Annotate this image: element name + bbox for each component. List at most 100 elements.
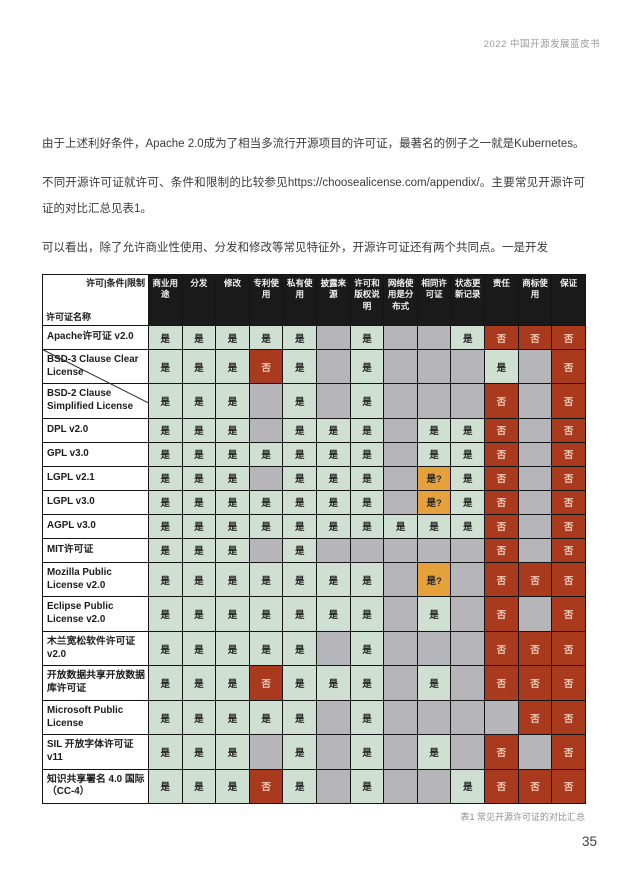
column-header-13: 保证 [551,274,586,326]
table-cell: 是 [215,441,250,467]
table-cell: 否 [484,596,519,632]
table-row: BSD-3 Clause Clear License 是是是否是是是否 [42,348,586,385]
table-cell: 否 [551,441,586,467]
table-cell: 是 [181,596,217,632]
table-cell: 是 [450,768,486,805]
license-name: Mozilla Public License v2.0 [42,561,149,598]
table-cell [517,537,553,563]
table-cell: 否 [517,665,553,701]
table-cell [383,768,418,805]
license-name: SIL 开放字体许可证 v11 [42,734,149,770]
table-row: DPL v2.0 是是是是是是是是否否 [42,417,586,443]
table-cell [416,768,452,805]
table-cell [517,383,553,419]
table-cell: 是 [450,417,486,443]
table-cell: 是 [349,383,385,419]
table-cell: 是 [148,348,183,385]
table-cell: 是 [316,596,351,632]
table-cell: 是 [349,699,385,736]
table-cell: 是 [316,489,351,515]
table-cell: 是 [349,489,385,515]
table-cell: 是 [349,417,385,443]
table-row: LGPL v3.0 是是是是是是是是? 是否否 [42,489,586,515]
table-cell: 否 [551,630,586,667]
table-cell: 否 [517,630,553,667]
table-cell: 是 [215,489,250,515]
table-cell: 是 [215,348,250,385]
table-cell: 是 [215,561,250,598]
paragraph-3: 可以看出，除了允许商业性使用、分发和修改等常见特征外，开源许可证还有两个共同点。… [42,242,548,254]
table-cell: 是 [181,665,217,701]
page-header-title: 2022 中国开源发展蓝皮书 [483,39,600,50]
table-cell: 是 [148,734,183,770]
license-name: Apache许可证 v2.0 [42,325,149,350]
table-cell: 是 [282,383,318,419]
table-cell: 是? [416,489,452,515]
table-row: GPL v3.0 是是是是是是是是是否否 [42,441,586,467]
table-cell [316,768,351,805]
table-cell: 是 [215,417,250,443]
table-cell: 否 [248,768,284,805]
license-name: LGPL v3.0 [42,489,149,515]
table-cell: 是 [349,561,385,598]
table-cell: 是 [349,734,385,770]
table-cell: 否 [517,768,553,805]
table-cell [383,383,418,419]
table-cell: 是 [148,417,183,443]
table-cell [248,734,284,770]
table-row: 知识共享署名 4.0 国际（CC-4）是是是否是是是否否否 [42,768,586,805]
table-cell [383,441,418,467]
table-cell: 是 [282,734,318,770]
table-row: 开放数据共享开放数据库许可证是是是否是是是是否否否 [42,665,586,701]
table-cell: 是 [349,348,385,385]
table-cell: 是 [450,325,486,350]
table-cell [450,699,486,736]
table-cell [316,734,351,770]
table-cell: 是 [181,734,217,770]
table-cell: 是 [148,465,183,491]
table-row: MIT许可证是是是是否否 [42,537,586,563]
table-cell: 是 [316,561,351,598]
table-cell: 是 [383,513,418,539]
table-cell: 是 [148,325,183,350]
table-cell: 否 [248,665,284,701]
table-cell: 是 [215,699,250,736]
table-cell: 否 [484,630,519,667]
table-cell: 是 [282,325,318,350]
table-cell: 否 [484,489,519,515]
column-header-1: 商业用途 [148,274,183,326]
table-cell: 否 [551,348,586,385]
license-name: DPL v2.0 [42,417,149,443]
table-cell [383,630,418,667]
table-cell: 是 [349,465,385,491]
table-row: Eclipse Public License v2.0 是是是是是是是是否否 [42,596,586,632]
table-cell: 否 [484,768,519,805]
license-comparison-table: 许可|条件|限制 许可证名称 商业用途 分发 修改 专利使用 私有使用 披露来源 许可和版权… [42,274,586,805]
table-cell [517,441,553,467]
table-cell [450,537,486,563]
table-cell: 是 [282,561,318,598]
table-cell: 是 [282,441,318,467]
table-cell: 是 [181,417,217,443]
table-cell: 是 [248,513,284,539]
table-cell [383,665,418,701]
table-cell: 是 [282,417,318,443]
table-cell: 否 [517,561,553,598]
table-cell: 是 [248,630,284,667]
paragraph-2: 不同开源许可证就许可、条件和限制的比较参见https://choosealice… [42,177,585,215]
table-cell: 是 [148,665,183,701]
table-cell: 否 [551,665,586,701]
table-cell: 否 [484,465,519,491]
table-cell [316,348,351,385]
table-cell [383,537,418,563]
table-cell: 是 [215,630,250,667]
table-cell [416,383,452,419]
table-cell [517,734,553,770]
column-header-6: 披露来源 [316,274,351,326]
table-cell: 是 [282,768,318,805]
table-cell: 是 [349,596,385,632]
license-name: 知识共享署名 4.0 国际（CC-4） [42,768,149,805]
table-cell: 否 [484,513,519,539]
table-cell [383,325,418,350]
table-cell: 否 [551,537,586,563]
